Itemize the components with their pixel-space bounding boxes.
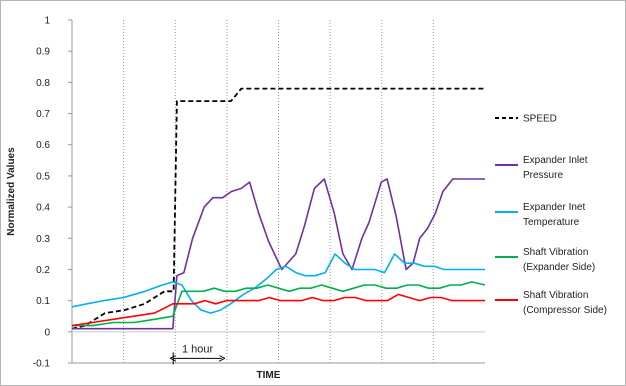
x-axis-title: TIME: [257, 370, 281, 381]
series-lines: [71, 87, 486, 330]
series-line-3: [72, 281, 486, 327]
legend-label-4: Shaft Vibration: [523, 290, 588, 301]
y-tick-label: 0.6: [36, 140, 50, 151]
legend-label-1: Expander Inlet: [523, 155, 588, 166]
y-tick-label: 0.2: [36, 265, 50, 276]
legend: SPEED Expander Inlet Pressure Expander Inet…: [495, 114, 607, 316]
legend-label-2: Expander Inet: [523, 202, 585, 213]
y-tick-label: -0.1: [33, 359, 51, 370]
series-line-0: [71, 87, 485, 330]
y-tick-label: 1: [44, 16, 50, 27]
y-tick-label: 0.9: [36, 47, 50, 58]
series-line-1: [72, 178, 485, 330]
annotation-label: 1 hour: [182, 343, 214, 355]
y-tick-label: 0.7: [36, 109, 50, 120]
gridlines: [72, 20, 485, 363]
legend-label-4-line2: (Compressor Side): [523, 305, 607, 316]
legend-label-0: SPEED: [523, 114, 557, 125]
legend-label-2-line2: Temperature: [523, 217, 580, 228]
series-line-4: [71, 293, 485, 327]
y-axis-ticks: -0.1 0 0.1 0.2 0.3 0.4 0.5 0.6 0.7 0.8 0.9 1: [33, 16, 72, 370]
y-tick-label: 0.8: [36, 78, 50, 89]
legend-label-3: Shaft Vibration: [523, 247, 588, 258]
time-scale-annotation: 1 hour: [173, 343, 222, 365]
y-tick-label: 0.3: [36, 234, 50, 245]
series-line-2: [71, 253, 485, 314]
y-tick-label: 0: [44, 327, 50, 338]
y-axis-title: Normalized Values: [6, 147, 17, 236]
y-tick-label: 0.4: [36, 203, 50, 214]
legend-label-1-line2: Pressure: [523, 170, 563, 181]
y-tick-label: 0.1: [36, 296, 50, 307]
legend-label-3-line2: (Expander Side): [523, 262, 595, 273]
y-tick-label: 0.5: [36, 171, 50, 182]
